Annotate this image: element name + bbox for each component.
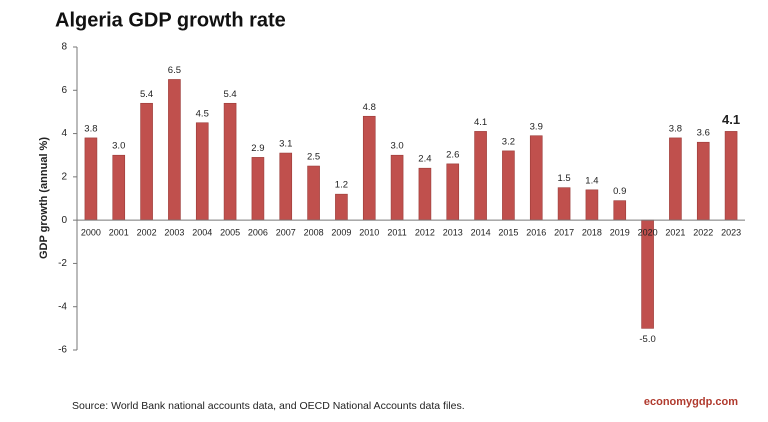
y-tick-label: 6 — [61, 85, 67, 96]
y-tick-label: -6 — [58, 345, 67, 356]
bar — [724, 131, 738, 221]
bar — [140, 102, 153, 221]
bar — [335, 193, 348, 221]
value-label: 4.1 — [474, 117, 487, 128]
y-tick-label: 8 — [61, 42, 67, 53]
bar — [418, 167, 432, 221]
bar — [557, 187, 571, 221]
value-label: 1.4 — [585, 175, 598, 186]
bar — [390, 154, 404, 221]
bar — [696, 141, 710, 221]
bar — [613, 200, 627, 221]
x-tick-label: 2012 — [415, 228, 435, 238]
x-tick-label: 2021 — [665, 228, 685, 238]
value-label: 3.8 — [669, 123, 682, 134]
x-tick-label: 2022 — [693, 228, 713, 238]
y-axis-label: GDP growth (annual %) — [38, 137, 50, 259]
value-label: 1.5 — [557, 173, 570, 184]
x-tick-label: 2015 — [498, 228, 518, 238]
x-tick-label: 2009 — [331, 228, 351, 238]
value-label: 4.1 — [722, 112, 740, 127]
bar — [446, 163, 460, 221]
y-tick-label: 4 — [61, 128, 67, 139]
bar — [362, 115, 376, 221]
value-label: 5.4 — [223, 89, 236, 100]
bar — [474, 131, 487, 221]
value-label: 4.5 — [196, 108, 209, 119]
x-tick-label: 2003 — [164, 228, 184, 238]
value-label: 1.2 — [335, 180, 348, 191]
bar — [669, 137, 682, 221]
value-label: 2.5 — [307, 152, 320, 163]
value-label: 3.1 — [279, 139, 292, 150]
x-tick-label: 2005 — [220, 228, 240, 238]
y-tick-label: -4 — [58, 301, 67, 312]
value-label: 3.9 — [530, 121, 543, 132]
bar — [502, 150, 515, 221]
value-label: -5.0 — [639, 334, 655, 345]
x-tick-label: 2006 — [248, 228, 268, 238]
x-tick-label: 2019 — [610, 228, 630, 238]
value-label: 2.9 — [251, 143, 264, 154]
x-tick-label: 2016 — [526, 228, 546, 238]
x-tick-label: 2017 — [554, 228, 574, 238]
x-tick-label: 2001 — [109, 228, 129, 238]
x-tick-label: 2018 — [582, 228, 602, 238]
bar — [307, 165, 320, 221]
y-tick-label: -2 — [58, 258, 67, 269]
bar — [84, 137, 98, 221]
x-tick-label: 2010 — [359, 228, 379, 238]
value-label: 3.0 — [112, 141, 125, 152]
bar — [529, 135, 543, 221]
value-label: 3.0 — [390, 141, 403, 152]
x-tick-label: 2023 — [721, 228, 741, 238]
x-tick-label: 2020 — [638, 228, 658, 238]
value-label: 2.6 — [446, 149, 459, 160]
bar — [251, 157, 265, 221]
x-tick-label: 2000 — [81, 228, 101, 238]
bar — [279, 152, 293, 221]
value-label: 3.6 — [697, 128, 710, 139]
y-tick-label: 0 — [61, 215, 67, 226]
x-tick-label: 2014 — [471, 228, 491, 238]
x-tick-label: 2013 — [443, 228, 463, 238]
bar — [112, 154, 126, 221]
x-tick-label: 2007 — [276, 228, 296, 238]
x-tick-label: 2011 — [387, 228, 406, 238]
value-label: 3.8 — [84, 123, 97, 134]
value-label: 6.5 — [168, 65, 181, 76]
bar — [585, 189, 599, 221]
bar — [195, 122, 209, 221]
bar — [168, 79, 181, 221]
y-tick-label: 2 — [61, 171, 67, 182]
x-tick-label: 2008 — [304, 228, 324, 238]
value-label: 5.4 — [140, 89, 153, 100]
value-label: 0.9 — [613, 186, 626, 197]
bar — [223, 102, 237, 221]
source-note: Source: World Bank national accounts dat… — [72, 400, 465, 412]
x-tick-label: 2002 — [137, 228, 157, 238]
value-label: 4.8 — [363, 102, 376, 113]
value-label: 3.2 — [502, 136, 515, 147]
x-tick-label: 2004 — [192, 228, 212, 238]
value-label: 2.4 — [418, 154, 431, 165]
chart-title: Algeria GDP growth rate — [55, 9, 286, 31]
brand: economygdp.com — [644, 396, 738, 408]
